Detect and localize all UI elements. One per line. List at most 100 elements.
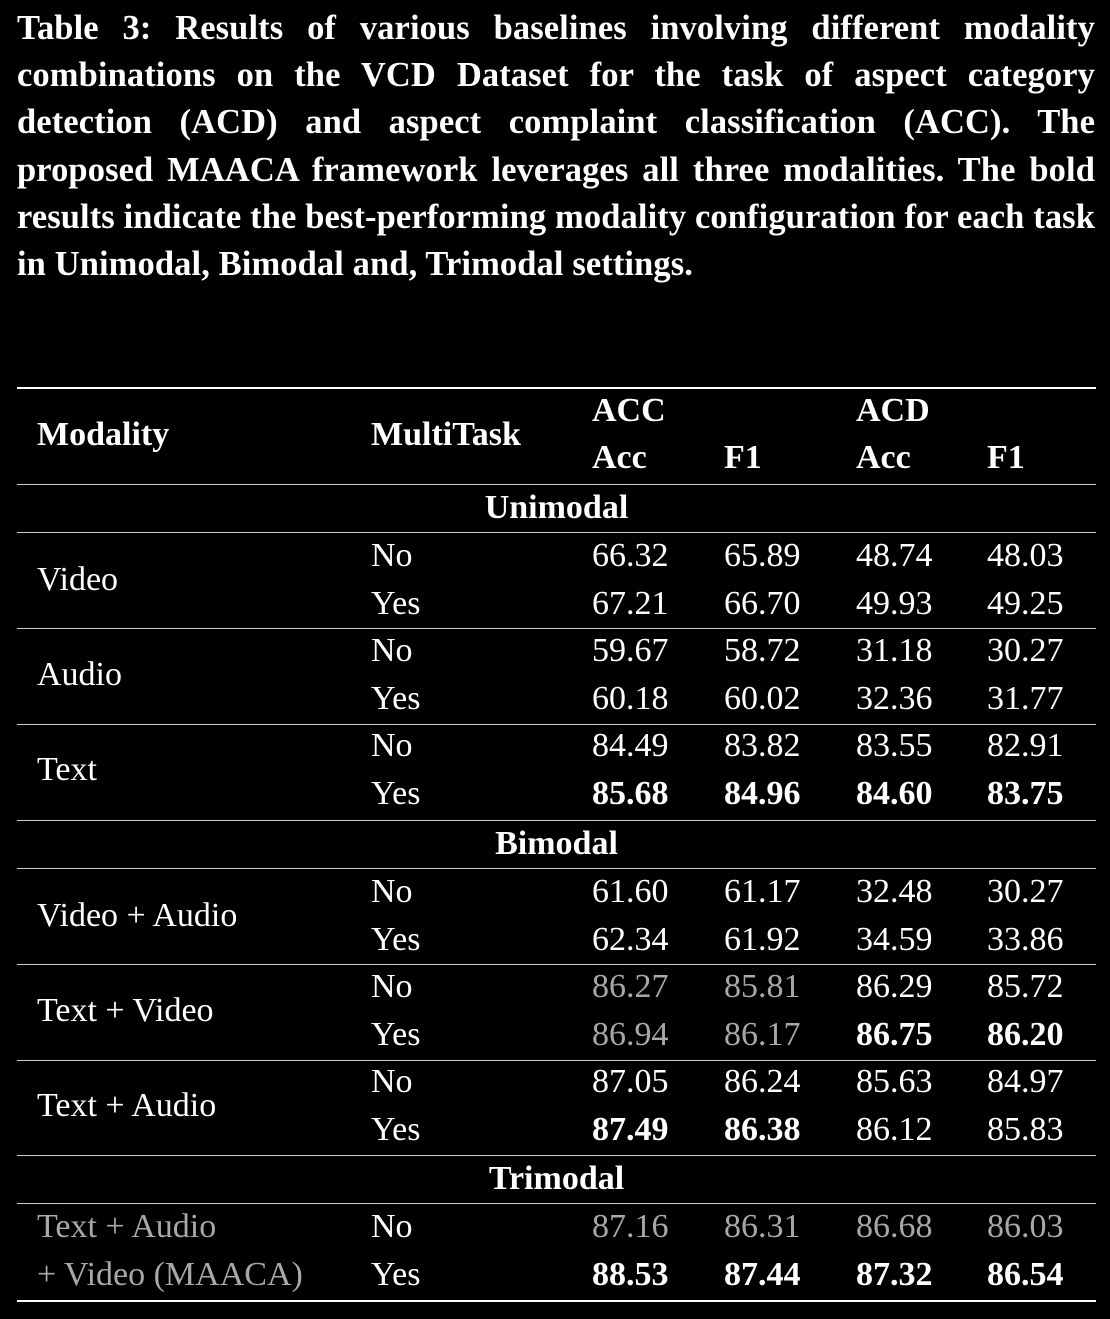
data-cell: 87.32 [856,1255,933,1293]
group-rule [17,484,1096,485]
header-acc-group: ACC [592,392,666,429]
data-cell: 86.29 [856,968,933,1005]
data-cell: 32.36 [856,679,933,717]
data-cell: 49.25 [987,584,1064,622]
row-multitask: No [371,537,413,574]
data-cell: 62.34 [592,920,669,958]
group-title-rule [17,1203,1096,1204]
data-cell: 67.21 [592,584,669,622]
data-cell: 30.27 [987,873,1064,910]
row-modality: + Video (MAACA) [37,1255,303,1293]
row-modality: Audio [37,655,122,693]
row-modality: Text + Audio [37,1086,217,1124]
data-cell: 60.18 [592,679,669,717]
pair-separator-rule [17,964,1096,965]
group-title: Unimodal [484,489,629,526]
group-title: Trimodal [488,1160,625,1197]
row-multitask: No [371,632,413,669]
data-cell: 84.96 [724,774,801,812]
row-modality: Text [37,750,97,788]
row-modality: Video [37,560,119,598]
data-cell: 85.68 [592,774,669,812]
data-cell: 61.60 [592,873,669,910]
data-cell: 84.97 [987,1063,1064,1100]
row-multitask: Yes [371,1255,421,1293]
data-cell: 48.74 [856,537,933,574]
data-cell: 85.81 [724,968,801,1005]
header-acc-f1: F1 [724,439,762,476]
row-multitask: Yes [371,1110,421,1148]
data-cell: 86.75 [856,1015,933,1053]
header-acd-f1: F1 [987,439,1025,476]
data-cell: 86.68 [856,1208,933,1245]
data-cell: 87.49 [592,1110,669,1148]
header-acd-group: ACD [856,392,930,429]
group-title-rule [17,868,1096,869]
row-modality: Video + Audio [37,896,238,934]
data-cell: 58.72 [724,632,801,669]
data-cell: 86.94 [592,1015,669,1053]
data-cell: 31.18 [856,632,933,669]
data-cell: 86.38 [724,1110,801,1148]
pair-separator-rule [17,1060,1096,1061]
data-cell: 30.27 [987,632,1064,669]
row-multitask: Yes [371,679,421,717]
header-acc-acc: Acc [592,439,647,476]
data-cell: 65.89 [724,537,801,574]
table-caption: Table 3: Results of various baselines in… [17,9,1095,284]
data-cell: 61.92 [724,920,801,958]
row-multitask: Yes [371,774,421,812]
top-rule [17,387,1096,389]
data-cell: 85.83 [987,1110,1064,1148]
data-cell: 31.77 [987,679,1064,717]
data-cell: 86.27 [592,968,669,1005]
data-cell: 32.48 [856,873,933,910]
data-cell: 86.24 [724,1063,801,1100]
data-cell: 83.82 [724,727,801,764]
row-multitask: Yes [371,584,421,622]
data-cell: 86.17 [724,1015,801,1053]
data-cell: 84.60 [856,774,933,812]
pair-separator-rule [17,724,1096,725]
group-rule [17,1155,1096,1156]
data-cell: 86.54 [987,1255,1064,1293]
data-cell: 66.70 [724,584,801,622]
data-cell: 48.03 [987,537,1064,574]
data-cell: 84.49 [592,727,669,764]
data-cell: 85.63 [856,1063,933,1100]
row-modality: Text + Video [37,991,214,1029]
data-cell: 34.59 [856,920,933,958]
row-multitask: Yes [371,1015,421,1053]
row-multitask: No [371,1063,413,1100]
row-multitask: No [371,727,413,764]
bottom-rule [17,1300,1096,1302]
data-cell: 86.12 [856,1110,933,1148]
data-cell: 87.05 [592,1063,669,1100]
header-multitask: MultiTask [371,416,521,453]
data-cell: 49.93 [856,584,933,622]
data-cell: 87.16 [592,1208,669,1245]
row-multitask: Yes [371,920,421,958]
data-cell: 83.55 [856,727,933,764]
data-cell: 60.02 [724,679,801,717]
data-cell: 33.86 [987,920,1064,958]
row-multitask: No [371,968,413,1005]
header-acd-acc: Acc [856,439,911,476]
row-multitask: No [371,1208,413,1245]
data-cell: 82.91 [987,727,1064,764]
data-cell: 86.20 [987,1015,1064,1053]
pair-separator-rule [17,628,1096,629]
group-title: Bimodal [495,825,618,862]
data-cell: 86.03 [987,1208,1064,1245]
data-cell: 85.72 [987,968,1064,1005]
data-cell: 87.44 [724,1255,801,1293]
data-cell: 59.67 [592,632,669,669]
row-multitask: No [371,873,413,910]
data-cell: 66.32 [592,537,669,574]
row-modality: Text + Audio [37,1208,217,1245]
data-cell: 83.75 [987,774,1064,812]
data-cell: 86.31 [724,1208,801,1245]
data-cell: 61.17 [724,873,801,910]
data-cell: 88.53 [592,1255,669,1293]
header-modality: Modality [37,416,170,453]
